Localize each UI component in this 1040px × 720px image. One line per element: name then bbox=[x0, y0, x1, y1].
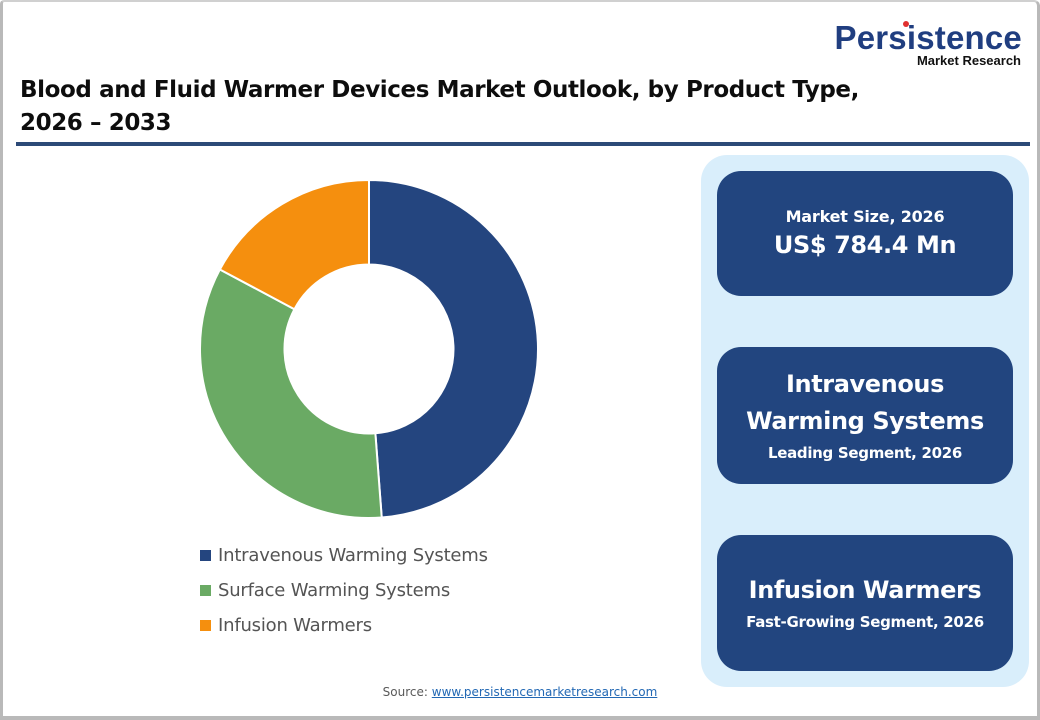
fastest-segment-card: Infusion Warmers Fast-Growing Segment, 2… bbox=[717, 535, 1013, 671]
chart-title-line-1: Blood and Fluid Warmer Devices Market Ou… bbox=[20, 77, 859, 103]
legend-swatch-icon bbox=[200, 620, 211, 631]
legend-label: Infusion Warmers bbox=[218, 615, 372, 636]
brand-logo: Persistence Market Research bbox=[834, 19, 1023, 68]
source-label: Source: bbox=[382, 685, 428, 699]
chart-title: Blood and Fluid Warmer Devices Market Ou… bbox=[20, 74, 940, 140]
fastest-segment-caption: Fast-Growing Segment, 2026 bbox=[746, 612, 984, 631]
market-size-card: Market Size, 2026 US$ 784.4 Mn bbox=[717, 171, 1013, 296]
market-size-value: US$ 784.4 Mn bbox=[773, 230, 957, 259]
leading-segment-name-line-2: Warming Systems bbox=[746, 406, 984, 435]
legend-swatch-icon bbox=[200, 550, 211, 561]
chart-legend: Intravenous Warming Systems Surface Warm… bbox=[200, 538, 488, 643]
donut-chart bbox=[190, 170, 550, 530]
logo-star-icon bbox=[903, 21, 909, 27]
leading-segment-caption: Leading Segment, 2026 bbox=[767, 443, 963, 462]
source-footer: Source: www.persistencemarketresearch.co… bbox=[0, 685, 1040, 699]
leading-segment-card: Intravenous Warming Systems Leading Segm… bbox=[717, 347, 1013, 484]
brand-logo-name: Persistence bbox=[834, 19, 1022, 56]
chart-title-line-2: 2026 – 2033 bbox=[20, 110, 172, 136]
legend-item-intravenous: Intravenous Warming Systems bbox=[200, 538, 488, 573]
legend-label: Surface Warming Systems bbox=[218, 580, 451, 601]
donut-chart-svg bbox=[199, 178, 539, 519]
market-size-label: Market Size, 2026 bbox=[785, 206, 945, 226]
donut-slice-surface bbox=[199, 268, 383, 519]
source-link[interactable]: www.persistencemarketresearch.com bbox=[431, 685, 658, 699]
legend-item-infusion: Infusion Warmers bbox=[200, 608, 488, 643]
donut-slice-infusion bbox=[218, 178, 370, 311]
title-divider bbox=[16, 142, 1030, 146]
fastest-segment-name: Infusion Warmers bbox=[748, 575, 982, 604]
legend-label: Intravenous Warming Systems bbox=[218, 545, 488, 566]
legend-swatch-icon bbox=[200, 585, 211, 596]
brand-logo-subtitle: Market Research bbox=[916, 53, 1021, 68]
legend-item-surface: Surface Warming Systems bbox=[200, 573, 488, 608]
donut-slice-intravenous bbox=[368, 178, 539, 519]
leading-segment-name-line-1: Intravenous bbox=[786, 369, 944, 398]
